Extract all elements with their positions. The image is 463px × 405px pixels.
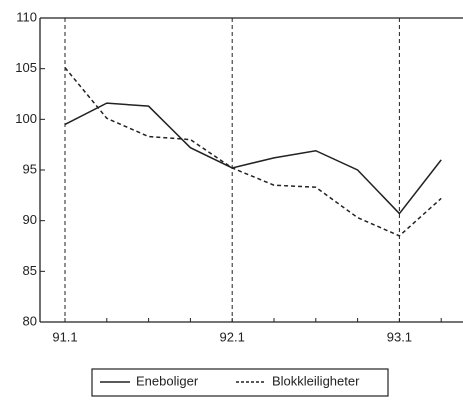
y-tick-label: 105 bbox=[15, 60, 37, 75]
x-tick-label: 93.1 bbox=[387, 329, 412, 344]
y-tick-label: 80 bbox=[23, 313, 37, 328]
series-line bbox=[64, 67, 442, 237]
y-tick-label: 90 bbox=[23, 212, 37, 227]
x-tick-label: 92.1 bbox=[220, 329, 245, 344]
legend-label: Blokkleiligheter bbox=[272, 373, 360, 388]
x-tick-label: 91.1 bbox=[52, 329, 77, 344]
legend-label: Eneboliger bbox=[136, 373, 199, 388]
y-tick-label: 85 bbox=[23, 263, 37, 278]
y-tick-label: 110 bbox=[16, 9, 37, 24]
y-tick-label: 95 bbox=[23, 161, 37, 176]
legend-box bbox=[91, 368, 389, 397]
y-tick-label: 100 bbox=[15, 111, 37, 126]
series-line bbox=[64, 102, 442, 215]
